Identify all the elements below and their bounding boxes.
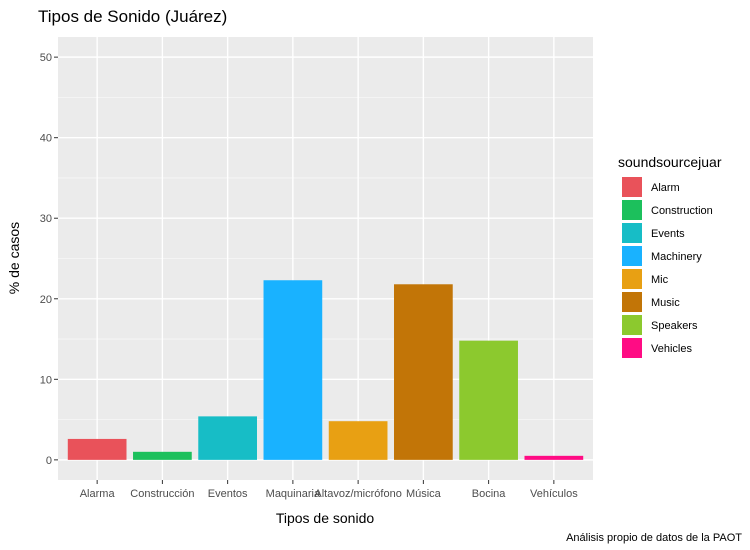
legend-title: soundsourcejuar <box>618 154 722 170</box>
x-tick-label: Construcción <box>130 488 194 500</box>
x-tick-label: Altavoz/micrófono <box>314 488 401 500</box>
legend: soundsourcejuar Alarm Construction Events M… <box>618 154 722 358</box>
legend-swatch <box>622 246 642 266</box>
x-axis-title: Tipos de sonido <box>276 510 375 526</box>
legend-label: Machinery <box>651 251 702 263</box>
bar <box>198 416 257 460</box>
legend-label: Mic <box>651 274 669 286</box>
legend-label: Alarm <box>651 182 680 194</box>
legend-label: Construction <box>651 205 713 217</box>
bar <box>67 438 127 460</box>
y-tick-label: 30 <box>40 213 52 225</box>
y-tick-label: 50 <box>40 52 52 64</box>
bar <box>459 340 518 460</box>
legend-swatch <box>622 223 642 243</box>
legend-swatch <box>622 292 642 312</box>
x-tick-label: Eventos <box>208 488 248 500</box>
y-axis: 0 10 20 30 40 50 <box>40 52 58 467</box>
bars <box>67 280 584 460</box>
legend-swatch <box>622 200 642 220</box>
x-tick-label: Alarma <box>80 488 116 500</box>
y-axis-title: % de casos <box>6 222 22 294</box>
bar <box>133 451 192 460</box>
y-tick-label: 40 <box>40 133 52 145</box>
legend-swatch <box>622 177 642 197</box>
grid-major <box>58 37 593 480</box>
x-tick-label: Música <box>406 488 442 500</box>
bar <box>263 280 323 460</box>
bar <box>524 455 584 460</box>
legend-swatch <box>622 269 642 289</box>
caption: Análisis propio de datos de la PAOT <box>566 532 742 544</box>
x-axis: Alarma Construcción Eventos MaquinariaAltav… <box>80 480 578 500</box>
bar <box>394 284 453 460</box>
legend-label: Speakers <box>651 320 698 332</box>
y-tick-label: 20 <box>40 294 52 306</box>
y-tick-label: 0 <box>46 455 52 467</box>
legend-swatch <box>622 338 642 358</box>
legend-label: Music <box>651 297 680 309</box>
legend-label: Vehicles <box>651 343 692 355</box>
chart-title: Tipos de Sonido (Juárez) <box>38 7 227 26</box>
bar <box>328 421 388 460</box>
y-tick-label: 10 <box>40 374 52 386</box>
x-tick-label: Bocina <box>472 488 507 500</box>
legend-swatch <box>622 315 642 335</box>
x-tick-label: Vehículos <box>530 488 578 500</box>
x-tick-label: Maquinaria <box>266 488 321 500</box>
legend-label: Events <box>651 228 685 240</box>
